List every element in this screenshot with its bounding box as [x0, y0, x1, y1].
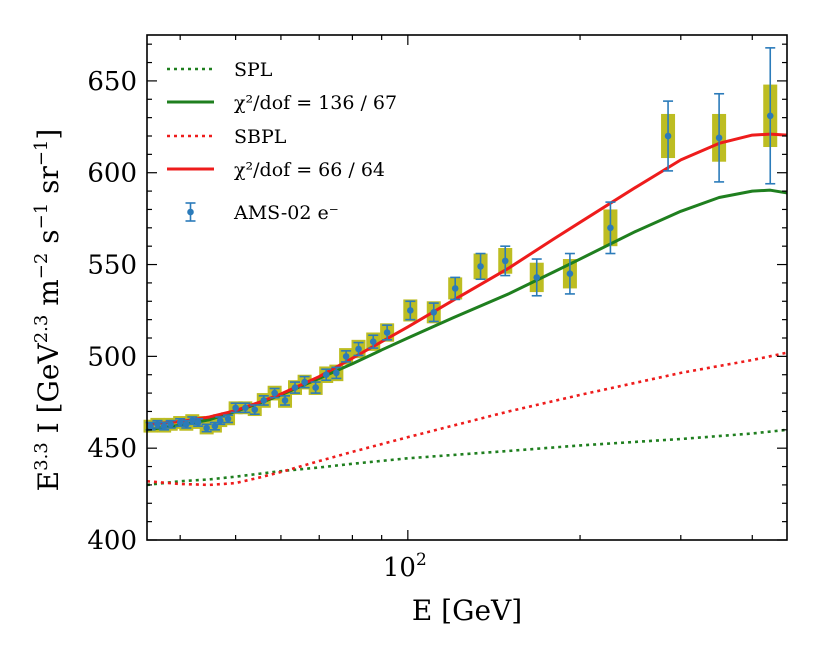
- data-point-36: [715, 134, 723, 142]
- legend-label-4: AMS-02 e⁻: [233, 202, 339, 224]
- data-point-37: [766, 112, 774, 120]
- data-point-32: [533, 274, 541, 281]
- data-point-24: [355, 345, 362, 353]
- model-curves: [146, 132, 788, 487]
- data-point-5: [183, 421, 190, 428]
- data-point-21: [322, 371, 330, 379]
- data-point-1: [154, 421, 161, 428]
- data-point-35: [664, 132, 672, 140]
- x-tick-label-100: 102: [383, 550, 427, 583]
- data-point-3: [167, 421, 174, 428]
- data-point-19: [301, 378, 308, 386]
- data-point-11: [224, 415, 232, 423]
- data-point-12: [232, 404, 239, 412]
- legend-label-3: χ²/dof = 66 / 64: [234, 159, 385, 181]
- y-tick-label-500: 500: [87, 342, 137, 372]
- data-point-30: [477, 263, 484, 270]
- series-line-3: [146, 132, 788, 426]
- plot-border: [146, 34, 788, 541]
- legend-label-1: χ²/dof = 136 / 67: [234, 92, 397, 114]
- axis-ticks: [147, 35, 787, 541]
- data-point-18: [291, 384, 299, 391]
- y-tick-label-450: 450: [87, 434, 137, 464]
- data-point-28: [430, 308, 438, 316]
- data-point-17: [281, 397, 289, 404]
- legend-marker: [187, 208, 194, 216]
- data-point-26: [383, 329, 391, 336]
- data-point-29: [451, 285, 459, 292]
- data-point-7: [194, 419, 202, 426]
- data-point-8: [203, 424, 210, 432]
- data-point-14: [251, 406, 259, 413]
- data-point-0: [147, 422, 154, 430]
- data-point-20: [312, 384, 319, 391]
- y-tick-label-600: 600: [87, 159, 137, 189]
- legend-label-0: SPL: [234, 59, 273, 81]
- data-point-34: [607, 224, 614, 232]
- data-point-22: [333, 369, 340, 377]
- y-tick-label-400: 400: [87, 526, 137, 556]
- y-tick-label-550: 550: [87, 251, 137, 281]
- plot-frame: [146, 34, 788, 541]
- legend-label-2: SBPL: [234, 126, 287, 148]
- data-point-25: [369, 338, 377, 345]
- series-line-1: [146, 188, 788, 432]
- tick-labels: 400 450 500 550 600 650 102: [87, 67, 426, 583]
- data-point-27: [407, 307, 414, 314]
- series-line-0: [146, 428, 788, 487]
- data-point-16: [271, 389, 278, 397]
- data-point-31: [501, 257, 509, 265]
- data-point-10: [216, 417, 224, 424]
- y-axis-label: E3.3 I [GeV2.3 m−2 s−1 sr−1]: [31, 129, 65, 492]
- y-tick-label-650: 650: [87, 67, 137, 97]
- series-line-2: [146, 351, 788, 487]
- data-point-15: [260, 397, 268, 404]
- data-point-13: [242, 404, 249, 412]
- data-point-33: [566, 270, 574, 278]
- x-axis-label: E [GeV]: [412, 594, 522, 627]
- data-points: [145, 47, 776, 433]
- legend: SPL χ²/dof = 136 / 67 SBPL χ²/dof = 66 / 64…: [167, 59, 397, 224]
- data-point-23: [342, 353, 350, 360]
